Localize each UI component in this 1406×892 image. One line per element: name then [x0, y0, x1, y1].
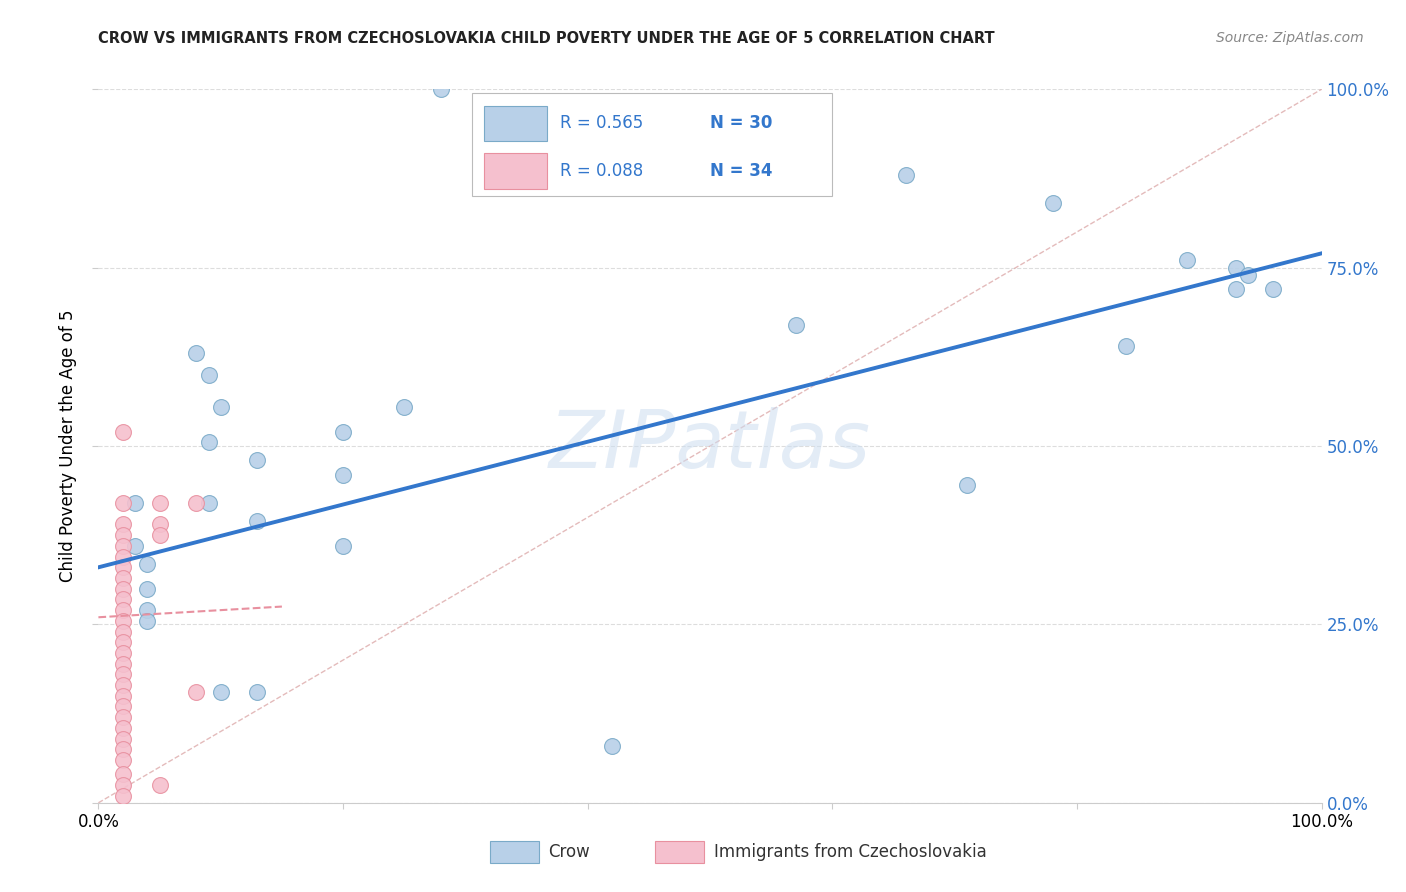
Point: [136, 557, 159, 571]
Point: [1042, 196, 1064, 211]
Point: [111, 635, 134, 649]
FancyBboxPatch shape: [484, 153, 547, 189]
Point: [111, 710, 134, 724]
Point: [111, 603, 134, 617]
Point: [111, 767, 134, 781]
Point: [111, 624, 134, 639]
Point: [149, 496, 172, 510]
Point: [209, 400, 232, 414]
Point: [1261, 282, 1284, 296]
Point: [136, 614, 159, 628]
Point: [186, 685, 208, 699]
Point: [785, 318, 807, 332]
Point: [111, 753, 134, 767]
Point: [246, 453, 269, 467]
Point: [124, 539, 146, 553]
Point: [430, 82, 453, 96]
FancyBboxPatch shape: [484, 105, 547, 141]
FancyBboxPatch shape: [471, 93, 832, 196]
Text: Immigrants from Czechoslovakia: Immigrants from Czechoslovakia: [714, 843, 987, 861]
Point: [111, 731, 134, 746]
Point: [136, 582, 159, 596]
Point: [600, 739, 623, 753]
Text: Crow: Crow: [548, 843, 591, 861]
Point: [332, 539, 354, 553]
Point: [149, 778, 172, 792]
Point: [136, 603, 159, 617]
Point: [149, 517, 172, 532]
Text: ZIPatlas: ZIPatlas: [548, 407, 872, 485]
Point: [111, 592, 134, 607]
Point: [149, 528, 172, 542]
Point: [111, 571, 134, 585]
FancyBboxPatch shape: [655, 840, 704, 863]
Point: [111, 646, 134, 660]
Point: [392, 400, 416, 414]
FancyBboxPatch shape: [489, 840, 538, 863]
Point: [111, 789, 134, 803]
Point: [1115, 339, 1137, 353]
Point: [197, 496, 219, 510]
Point: [111, 699, 134, 714]
Point: [111, 425, 134, 439]
Text: CROW VS IMMIGRANTS FROM CZECHOSLOVAKIA CHILD POVERTY UNDER THE AGE OF 5 CORRELAT: CROW VS IMMIGRANTS FROM CZECHOSLOVAKIA C…: [98, 31, 995, 46]
Point: [197, 368, 219, 382]
Text: Source: ZipAtlas.com: Source: ZipAtlas.com: [1216, 31, 1364, 45]
Point: [111, 667, 134, 681]
Point: [197, 435, 219, 450]
Point: [111, 689, 134, 703]
Point: [111, 778, 134, 792]
Point: [111, 721, 134, 735]
Point: [111, 614, 134, 628]
Point: [111, 549, 134, 564]
Point: [111, 528, 134, 542]
Point: [111, 496, 134, 510]
Point: [332, 467, 354, 482]
Point: [111, 657, 134, 671]
Text: N = 30: N = 30: [710, 114, 772, 132]
Point: [186, 346, 208, 360]
Text: R = 0.565: R = 0.565: [560, 114, 643, 132]
Point: [1237, 268, 1260, 282]
Point: [111, 582, 134, 596]
Point: [332, 425, 354, 439]
Text: N = 34: N = 34: [710, 162, 772, 180]
Point: [1225, 260, 1247, 275]
Y-axis label: Child Poverty Under the Age of 5: Child Poverty Under the Age of 5: [59, 310, 77, 582]
Point: [111, 560, 134, 574]
Text: R = 0.088: R = 0.088: [560, 162, 643, 180]
Point: [1225, 282, 1247, 296]
Point: [956, 478, 979, 492]
Point: [246, 685, 269, 699]
Point: [1175, 253, 1198, 268]
Point: [246, 514, 269, 528]
Point: [124, 496, 146, 510]
Point: [111, 742, 134, 756]
Point: [111, 678, 134, 692]
Point: [186, 496, 208, 510]
Point: [894, 168, 917, 182]
Point: [111, 539, 134, 553]
Point: [111, 517, 134, 532]
Point: [209, 685, 232, 699]
